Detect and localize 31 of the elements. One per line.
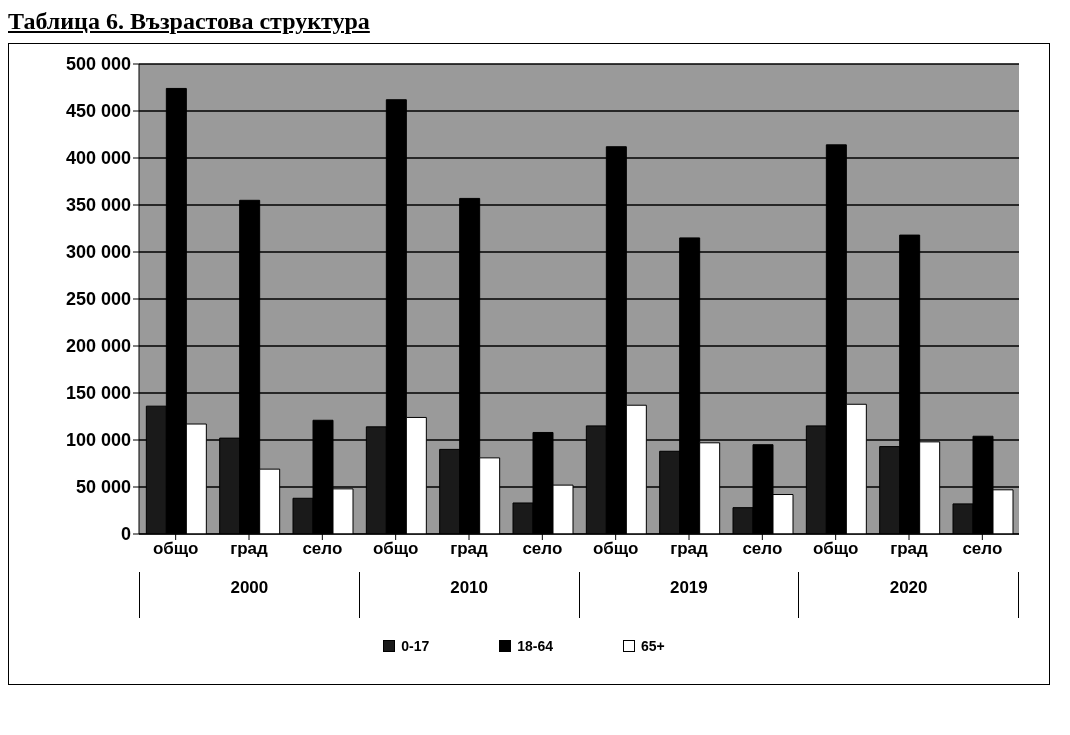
x-tick-label: град xyxy=(230,539,269,559)
y-tick-label: 400 000 xyxy=(65,148,131,169)
y-tick-label: 250 000 xyxy=(65,289,131,310)
y-tick-label: 300 000 xyxy=(65,242,131,263)
x-tick-label: село xyxy=(742,539,783,559)
x-tick-label: село xyxy=(522,539,563,559)
legend-label: 0-17 xyxy=(401,638,430,654)
y-tick-label: 450 000 xyxy=(65,101,131,122)
x-tick-label: общо xyxy=(812,539,859,559)
x-tick-label: общо xyxy=(152,539,199,559)
legend-label: 65+ xyxy=(641,638,665,654)
y-tick-label: 200 000 xyxy=(65,336,131,357)
y-tick-label: 500 000 xyxy=(65,54,131,75)
y-tick-label: 0 xyxy=(120,524,131,545)
text: 2000 xyxy=(139,572,359,618)
x-tick-label: село xyxy=(302,539,343,559)
x-tick-label: град xyxy=(670,539,709,559)
x-tick-label: град xyxy=(450,539,489,559)
x-tick-label: град xyxy=(890,539,929,559)
legend-label: 18-64 xyxy=(517,638,554,654)
y-tick-label: 100 000 xyxy=(65,430,131,451)
x-tick-label: общо xyxy=(592,539,639,559)
x-tick-label: общо xyxy=(372,539,419,559)
chart-title: Таблица 6. Възрастова структура xyxy=(8,8,371,35)
y-tick-label: 150 000 xyxy=(65,383,131,404)
y-tick-label: 350 000 xyxy=(65,195,131,216)
text: 2019 xyxy=(578,572,799,618)
y-tick-label: 50 000 xyxy=(75,477,131,498)
x-tick-label: село xyxy=(962,539,1003,559)
text: 2010 xyxy=(358,572,579,618)
text: 2020 xyxy=(798,572,1019,618)
